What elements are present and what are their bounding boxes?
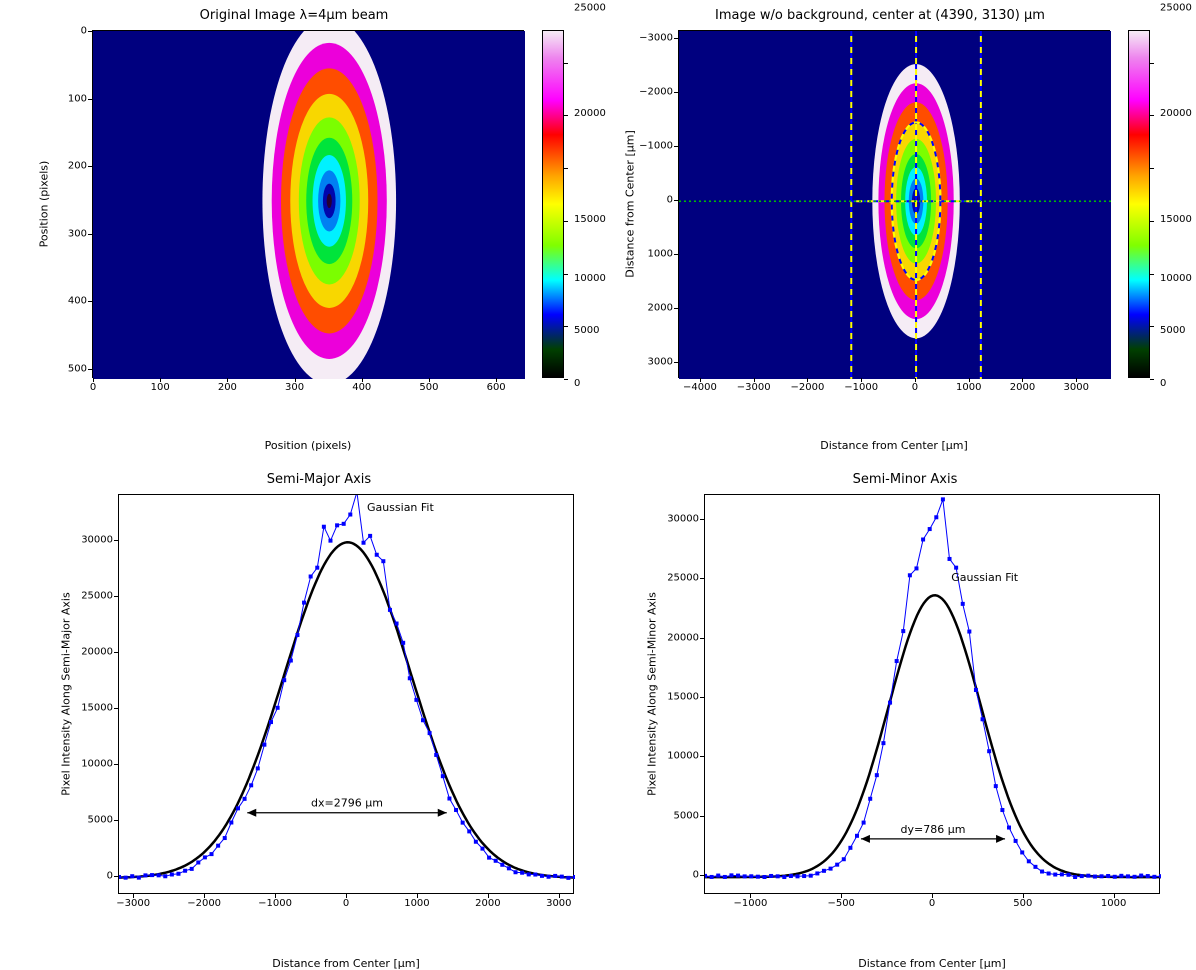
- panel-semi-major: Semi-Major Axis Gaussian Fitdx=2796 μm −…: [64, 494, 574, 934]
- y-axis-label: Pixel Intensity Along Semi-Minor Axis: [646, 592, 659, 796]
- linechart-svg: Gaussian Fit dy=786 μm: [705, 495, 1161, 895]
- x-axis-label: Position (pixels): [92, 439, 524, 452]
- panel-original-image: Original Image λ=4μm beam 01002003004005…: [64, 30, 524, 416]
- svg-text:Gaussian Fit: Gaussian Fit: [951, 571, 1019, 584]
- plot-frame: −4000−3000−2000−10000100020003000−3000−2…: [678, 30, 1110, 378]
- plot-frame: Gaussian Fitdy=786 μm −1000−500050010000…: [704, 494, 1160, 894]
- panel-semi-minor: Semi-Minor Axis Gaussian Fitdy=786 μm −1…: [650, 494, 1160, 934]
- y-axis-label: Pixel Intensity Along Semi-Major Axis: [60, 592, 73, 795]
- colorbar: [542, 30, 564, 378]
- x-axis-label: Distance from Center [μm]: [118, 957, 574, 970]
- x-axis-label: Distance from Center [μm]: [678, 439, 1110, 452]
- panel-title: Semi-Minor Axis: [650, 472, 1160, 487]
- svg-text:Gaussian Fit: Gaussian Fit: [367, 501, 435, 514]
- svg-text:dx=2796 μm: dx=2796 μm: [311, 797, 383, 810]
- colorbar: [1128, 30, 1150, 378]
- panel-title: Semi-Major Axis: [64, 472, 574, 487]
- y-axis-label: Position (pixels): [38, 161, 51, 248]
- heatmap-svg: [93, 31, 525, 379]
- panel-centered-image: Image w/o background, center at (4390, 3…: [650, 30, 1110, 416]
- plot-frame: 01002003004005006000100200300400500: [92, 30, 524, 378]
- plot-frame: Gaussian Fitdx=2796 μm −3000−2000−100001…: [118, 494, 574, 894]
- svg-text:dy=786 μm: dy=786 μm: [901, 823, 966, 836]
- panel-title: Original Image λ=4μm beam: [64, 8, 524, 23]
- y-axis-label: Distance from Center [μm]: [624, 130, 637, 278]
- linechart-svg: Gaussian Fit dx=2796 μm: [119, 495, 575, 895]
- panel-title: Image w/o background, center at (4390, 3…: [650, 8, 1110, 23]
- heatmap-svg: [679, 31, 1111, 379]
- x-axis-label: Distance from Center [μm]: [704, 957, 1160, 970]
